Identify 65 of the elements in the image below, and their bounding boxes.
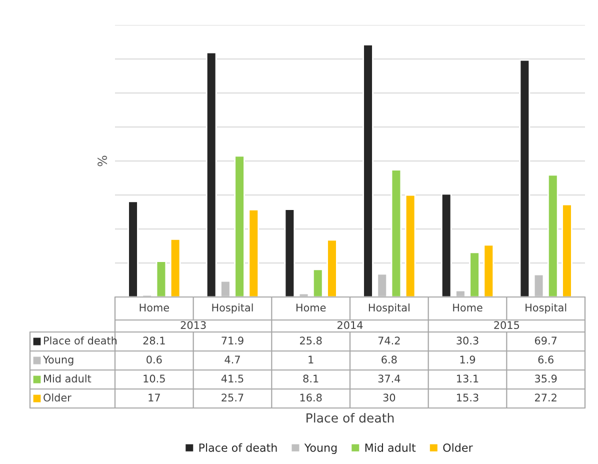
bar [312,268,324,297]
x-tick-label: Hospital [526,303,566,314]
legend-label: Place of death [44,336,117,345]
data-label: 8.1 [303,374,318,383]
bar [390,169,402,297]
data-label: 16.8 [300,394,322,402]
text: Mid adult [365,443,416,452]
bar [248,208,260,297]
data-label: 6.6 [538,356,554,364]
text: Place of death [306,412,394,423]
text: 2013 [180,321,206,330]
data-label: 4.7 [224,356,240,364]
data-label: 25.8 [300,336,322,345]
bar [483,244,494,297]
text: Place of death [199,443,277,452]
y-axis-title: % [98,156,108,166]
data-label: 71.9 [222,336,244,345]
data-label: 30.3 [456,336,478,345]
data-label: 37.4 [378,374,400,383]
data-label: 1.9 [460,356,476,364]
data-label: 30 [383,394,396,402]
bar [206,52,217,297]
data-label: 6.8 [382,356,397,364]
bar [455,290,466,297]
bar [128,200,138,297]
bar [156,260,167,297]
legend-label: Older [44,393,72,402]
data-label: 74.2 [378,336,400,344]
data-label: 25.7 [222,394,244,402]
bar [376,273,388,297]
bar [170,238,181,297]
bar [533,274,544,297]
legend-label: Young [42,356,74,366]
x-tick-label: Home [453,304,482,312]
bar [284,208,296,297]
data-label: 27.2 [535,394,556,402]
text: Older [443,443,473,452]
data-label: 35.9 [535,374,557,383]
data-label: 41.5 [221,374,244,383]
x-tick-label: Hospital [212,303,253,314]
data-label: 15.3 [457,394,478,402]
text: Young [304,444,337,454]
x-tick-label: Home [296,304,326,312]
bar [404,194,416,297]
bar [326,239,338,297]
data-label: 28.1 [143,336,165,345]
data-label: 0.6 [146,356,162,364]
x-tick-label: Home [140,304,169,312]
data-label: 69.7 [534,336,557,345]
bar [562,204,572,297]
data-label: 17 [148,394,160,402]
bar [234,155,245,297]
data-label: 1 [308,356,314,364]
x-tick-label: Hospital [368,303,410,314]
data-label: 13.1 [457,374,478,383]
bar [519,59,530,297]
text: 2015 [494,321,520,330]
bar [440,193,452,297]
bar [469,252,480,297]
bar [220,280,231,297]
text: 2014 [338,321,363,330]
data-label: 10.5 [144,374,165,383]
legend-label: Mid adult [44,374,92,383]
bar [362,44,374,297]
bar [547,174,558,297]
